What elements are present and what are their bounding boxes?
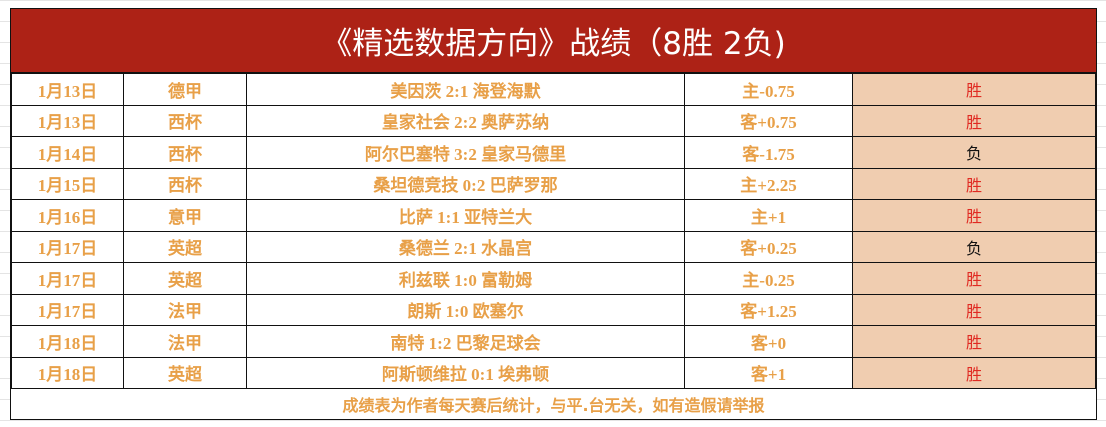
league-cell[interactable]: 英超 xyxy=(123,356,247,389)
match-cell[interactable]: 朗斯 1:0 欧塞尔 xyxy=(246,293,685,326)
handicap-cell[interactable]: 主-0.75 xyxy=(684,73,853,106)
result-cell[interactable]: 胜 xyxy=(852,167,1096,200)
table-row: 1月17日 法甲 朗斯 1:0 欧塞尔 客+1.25 胜 xyxy=(11,293,1096,326)
league-cell[interactable]: 德甲 xyxy=(123,73,247,106)
match-cell[interactable]: 美因茨 2:1 海登海默 xyxy=(246,73,685,106)
result-cell[interactable]: 胜 xyxy=(852,262,1096,295)
result-cell[interactable]: 胜 xyxy=(852,104,1096,137)
table-row: 1月14日 西杯 阿尔巴塞特 3:2 皇家马德里 客-1.75 负 xyxy=(11,136,1096,169)
date-cell[interactable]: 1月16日 xyxy=(11,199,124,232)
date-cell[interactable]: 1月15日 xyxy=(11,167,124,200)
match-cell[interactable]: 桑德兰 2:1 水晶宫 xyxy=(246,230,685,263)
result-cell[interactable]: 负 xyxy=(852,230,1096,263)
match-cell[interactable]: 桑坦德竞技 0:2 巴萨罗那 xyxy=(246,167,685,200)
date-cell[interactable]: 1月17日 xyxy=(11,262,124,295)
league-cell[interactable]: 意甲 xyxy=(123,199,247,232)
league-cell[interactable]: 英超 xyxy=(123,262,247,295)
date-cell[interactable]: 1月13日 xyxy=(11,104,124,137)
date-cell[interactable]: 1月17日 xyxy=(11,293,124,326)
handicap-cell[interactable]: 客+1 xyxy=(684,356,853,389)
league-cell[interactable]: 法甲 xyxy=(123,293,247,326)
handicap-cell[interactable]: 客-1.75 xyxy=(684,136,853,169)
league-cell[interactable]: 西杯 xyxy=(123,136,247,169)
date-cell[interactable]: 1月14日 xyxy=(11,136,124,169)
handicap-cell[interactable]: 客+0 xyxy=(684,325,853,358)
table-row: 1月16日 意甲 比萨 1:1 亚特兰大 主+1 胜 xyxy=(11,199,1096,232)
handicap-cell[interactable]: 客+0.75 xyxy=(684,104,853,137)
result-cell[interactable]: 胜 xyxy=(852,293,1096,326)
result-cell[interactable]: 胜 xyxy=(852,356,1096,389)
league-cell[interactable]: 西杯 xyxy=(123,167,247,200)
league-cell[interactable]: 西杯 xyxy=(123,104,247,137)
match-cell[interactable]: 南特 1:2 巴黎足球会 xyxy=(246,325,685,358)
date-cell[interactable]: 1月17日 xyxy=(11,230,124,263)
table-row: 1月17日 英超 桑德兰 2:1 水晶宫 客+0.25 负 xyxy=(11,230,1096,263)
handicap-cell[interactable]: 主-0.25 xyxy=(684,262,853,295)
league-cell[interactable]: 英超 xyxy=(123,230,247,263)
result-cell[interactable]: 负 xyxy=(852,136,1096,169)
table-row: 1月13日 德甲 美因茨 2:1 海登海默 主-0.75 胜 xyxy=(11,73,1096,106)
handicap-cell[interactable]: 客+0.25 xyxy=(684,230,853,263)
match-cell[interactable]: 比萨 1:1 亚特兰大 xyxy=(246,199,685,232)
date-cell[interactable]: 1月18日 xyxy=(11,356,124,389)
date-cell[interactable]: 1月18日 xyxy=(11,325,124,358)
table-row: 1月13日 西杯 皇家社会 2:2 奥萨苏纳 客+0.75 胜 xyxy=(11,104,1096,137)
date-cell[interactable]: 1月13日 xyxy=(11,73,124,106)
match-cell[interactable]: 利兹联 1:0 富勒姆 xyxy=(246,262,685,295)
match-cell[interactable]: 阿斯顿维拉 0:1 埃弗顿 xyxy=(246,356,685,389)
handicap-cell[interactable]: 客+1.25 xyxy=(684,293,853,326)
match-cell[interactable]: 阿尔巴塞特 3:2 皇家马德里 xyxy=(246,136,685,169)
match-cell[interactable]: 皇家社会 2:2 奥萨苏纳 xyxy=(246,104,685,137)
table-row: 1月15日 西杯 桑坦德竞技 0:2 巴萨罗那 主+2.25 胜 xyxy=(11,167,1096,200)
result-cell[interactable]: 胜 xyxy=(852,199,1096,232)
result-cell[interactable]: 胜 xyxy=(852,325,1096,358)
result-cell[interactable]: 胜 xyxy=(852,73,1096,106)
handicap-cell[interactable]: 主+2.25 xyxy=(684,167,853,200)
table-row: 1月17日 英超 利兹联 1:0 富勒姆 主-0.25 胜 xyxy=(11,262,1096,295)
table-row: 1月18日 法甲 南特 1:2 巴黎足球会 客+0 胜 xyxy=(11,325,1096,358)
handicap-cell[interactable]: 主+1 xyxy=(684,199,853,232)
table-row: 1月18日 英超 阿斯顿维拉 0:1 埃弗顿 客+1 胜 xyxy=(11,356,1096,389)
footer-note: 成绩表为作者每天赛后统计，与平.台无关，如有造假请举报 xyxy=(342,396,765,415)
league-cell[interactable]: 法甲 xyxy=(123,325,247,358)
results-table: 《精选数据方向》战绩（8胜 2负) 1月13日 德甲 美因茨 2:1 海登海默 主-0… xyxy=(10,8,1097,420)
table-title: 《精选数据方向》战绩（8胜 2负) xyxy=(11,9,1096,73)
